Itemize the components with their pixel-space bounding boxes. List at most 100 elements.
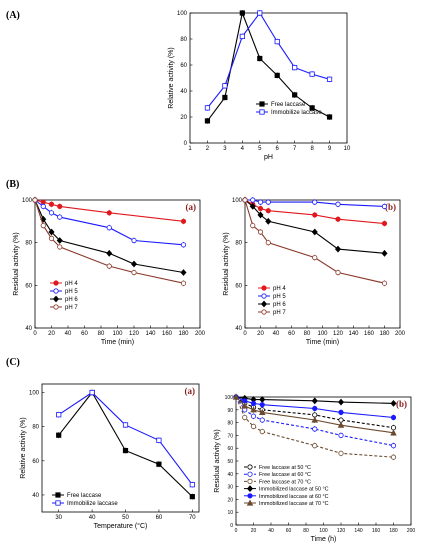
x-tick-label: 3: [223, 146, 227, 152]
legend-marker: [261, 309, 267, 315]
data-point: [292, 65, 298, 71]
x-tick-label: 80: [303, 528, 309, 534]
data-point: [130, 260, 138, 268]
x-tick-label: 120: [333, 331, 344, 337]
data-point: [122, 447, 129, 454]
data-point: [57, 203, 63, 209]
y-tick-label: 100: [225, 395, 234, 401]
series-2: [204, 10, 333, 111]
series-1: [56, 389, 195, 500]
section-label-a: (A): [6, 10, 20, 21]
y-tick-label: 0: [184, 141, 188, 147]
y-tick-label: 70: [227, 433, 233, 439]
legend-entry-label: Free laccase at 50 °C: [259, 465, 311, 471]
legend-entry-label: Free laccase at 60 °C: [259, 472, 311, 478]
x-axis-label: pH: [264, 154, 273, 161]
x-tick-label: 180: [178, 331, 189, 337]
y-axis-label: Residual activity (%): [223, 232, 230, 295]
legend-entry-label: pH 5: [65, 289, 78, 295]
x-tick-label: 10: [344, 146, 351, 152]
panel-label: (b): [385, 202, 396, 212]
x-tick-label: 200: [395, 331, 406, 337]
data-point: [257, 10, 263, 16]
x-tick-label: 8: [310, 146, 314, 152]
data-point: [274, 39, 280, 45]
y-tick-label: 100: [29, 391, 40, 397]
legend-entry-label: pH 5: [273, 294, 286, 300]
legend-entry-label: Free laccase: [271, 102, 306, 108]
data-point: [180, 280, 187, 286]
data-point: [335, 216, 341, 222]
legend-marker: [246, 499, 254, 506]
data-point: [180, 269, 187, 276]
data-point: [204, 105, 211, 111]
series-line: [206, 11, 330, 122]
data-point: [312, 199, 318, 205]
legend-entry-label: Immobilized laccase at 50 °C: [259, 487, 329, 493]
x-tick-label: 20: [48, 331, 55, 337]
x-axis-label: Time (h): [311, 536, 337, 543]
x-tick-label: 60: [156, 515, 163, 521]
x-tick-label: 7: [293, 146, 297, 152]
data-point: [57, 244, 63, 250]
x-tick-label: 40: [65, 331, 72, 337]
data-point: [180, 242, 187, 248]
x-tick-label: 180: [379, 331, 390, 337]
data-point: [56, 412, 62, 418]
series-1: [32, 197, 187, 225]
data-point: [326, 114, 333, 120]
chart-b-a: 0 20 40 60 80 100 120 140 160 180 200 40 60 80 100 Time…: [13, 196, 206, 346]
x-tick-label: 100: [319, 528, 328, 534]
data-point: [312, 255, 318, 261]
data-point: [381, 203, 388, 209]
data-point: [222, 83, 228, 89]
x-tick-label: 160: [162, 331, 173, 337]
plot-frame: [41, 383, 200, 513]
data-point: [257, 229, 264, 235]
data-point: [274, 72, 280, 78]
data-point: [249, 202, 256, 210]
y-tick-label: 60: [235, 283, 242, 289]
data-point: [390, 414, 397, 421]
data-point: [106, 225, 112, 231]
data-point: [156, 437, 162, 443]
data-point: [250, 223, 256, 229]
data-point: [257, 211, 264, 219]
series-4: [32, 197, 187, 287]
x-tick-label: 160: [372, 528, 381, 534]
data-point: [312, 426, 318, 432]
data-point: [309, 71, 315, 77]
data-point: [189, 482, 195, 488]
y-tick-label: 60: [25, 283, 32, 289]
y-axis-label: Relative activity (%): [20, 417, 27, 478]
data-point: [57, 214, 63, 220]
data-point: [335, 201, 341, 207]
data-point: [337, 421, 345, 428]
x-tick-label: 20: [257, 331, 264, 337]
y-tick-label: 40: [227, 472, 233, 478]
series-line: [244, 199, 385, 254]
x-axis-label: Time (min): [101, 339, 134, 346]
x-tick-label: 40: [268, 528, 274, 534]
legend-entry-label: pH 7: [273, 310, 286, 316]
data-point: [242, 414, 248, 421]
data-point: [204, 118, 211, 124]
x-tick-label: 1: [188, 146, 192, 152]
x-tick-label: 140: [145, 331, 156, 337]
data-point: [239, 10, 245, 16]
legend-entry-label: Immobilize laccase: [271, 110, 322, 116]
data-point: [311, 228, 318, 236]
data-point: [250, 423, 257, 430]
data-point: [390, 454, 397, 460]
y-tick-label: 60: [32, 459, 39, 465]
data-point: [242, 197, 248, 203]
data-point: [56, 237, 63, 244]
legend-entry-label: Free laccase: [67, 493, 102, 499]
y-axis-label: Residual activity (%): [13, 232, 20, 295]
legend: Free laccase Immobilize laccase: [256, 101, 322, 116]
data-point: [131, 237, 137, 244]
series-line: [58, 391, 193, 486]
data-point: [241, 402, 249, 409]
data-point: [390, 425, 397, 431]
